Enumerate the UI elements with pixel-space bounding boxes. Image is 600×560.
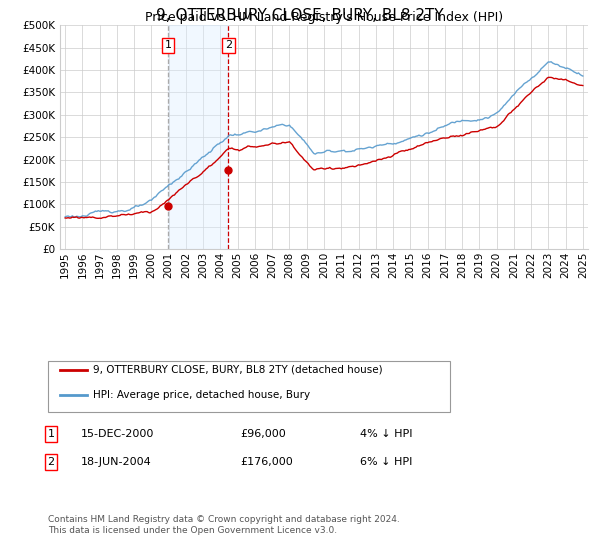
- Text: HPI: Average price, detached house, Bury: HPI: Average price, detached house, Bury: [93, 390, 310, 400]
- Text: 2: 2: [225, 40, 232, 50]
- Text: 9, OTTERBURY CLOSE, BURY, BL8 2TY (detached house): 9, OTTERBURY CLOSE, BURY, BL8 2TY (detac…: [93, 365, 383, 375]
- Text: 9, OTTERBURY CLOSE, BURY, BL8 2TY: 9, OTTERBURY CLOSE, BURY, BL8 2TY: [156, 8, 444, 24]
- Text: Contains HM Land Registry data © Crown copyright and database right 2024.
This d: Contains HM Land Registry data © Crown c…: [48, 515, 400, 535]
- Text: 4% ↓ HPI: 4% ↓ HPI: [360, 429, 413, 439]
- Text: 1: 1: [47, 429, 55, 439]
- Text: 1: 1: [164, 40, 172, 50]
- Text: £96,000: £96,000: [240, 429, 286, 439]
- Text: £176,000: £176,000: [240, 457, 293, 467]
- Text: 18-JUN-2004: 18-JUN-2004: [81, 457, 152, 467]
- Title: Price paid vs. HM Land Registry's House Price Index (HPI): Price paid vs. HM Land Registry's House …: [145, 11, 503, 24]
- Text: 2: 2: [47, 457, 55, 467]
- Text: 15-DEC-2000: 15-DEC-2000: [81, 429, 154, 439]
- Bar: [168, 25, 229, 249]
- Text: 6% ↓ HPI: 6% ↓ HPI: [360, 457, 412, 467]
